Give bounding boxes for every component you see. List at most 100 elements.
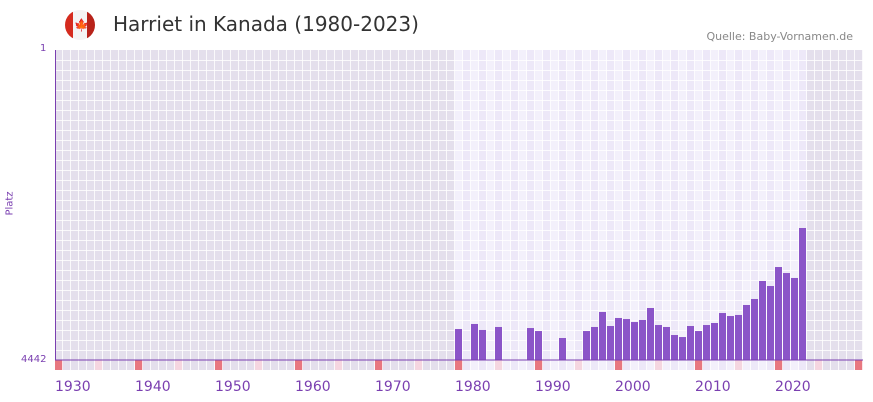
year-column-bg: [63, 50, 71, 360]
year-marker: [783, 360, 791, 370]
x-tick-label: 1990: [535, 379, 571, 395]
year-column-bg: [679, 50, 687, 360]
year-column-bg: [399, 50, 407, 360]
year-column-bg: [223, 50, 231, 360]
year-column-bg: [383, 50, 391, 360]
year-marker: [527, 360, 535, 370]
year-marker: [351, 360, 359, 370]
year-marker: [463, 360, 471, 370]
year-column-bg: [703, 50, 711, 360]
source-link[interactable]: Quelle: Baby-Vornamen.de: [706, 30, 853, 43]
bar-2015: [735, 314, 742, 360]
year-marker: [511, 360, 519, 370]
year-marker: [359, 360, 367, 370]
year-column-bg: [503, 50, 511, 360]
year-marker: [119, 360, 127, 370]
bar-1990: [535, 331, 542, 360]
year-column-bg: [735, 50, 743, 360]
year-column-bg: [151, 50, 159, 360]
year-column-bg: [335, 50, 343, 360]
bar-2011: [703, 325, 710, 360]
year-column-bg: [79, 50, 87, 360]
year-column-bg: [351, 50, 359, 360]
year-marker: [191, 360, 199, 370]
bar-1997: [591, 326, 598, 360]
year-column-bg: [327, 50, 335, 360]
year-column-bg: [127, 50, 135, 360]
year-column-bg: [255, 50, 263, 360]
year-column-bg: [199, 50, 207, 360]
year-marker: [663, 360, 671, 370]
year-column-bg: [247, 50, 255, 360]
year-column-bg: [719, 50, 727, 360]
year-marker: [479, 360, 487, 370]
year-column-bg: [599, 50, 607, 360]
year-marker: [327, 360, 335, 370]
year-marker: [519, 360, 527, 370]
year-column-bg: [415, 50, 423, 360]
year-column-bg: [791, 50, 799, 360]
x-tick-label: 1980: [455, 379, 491, 395]
year-marker: [63, 360, 71, 370]
year-column-bg: [567, 50, 575, 360]
year-column-bg: [527, 50, 535, 360]
bar-1980: [455, 329, 462, 360]
year-marker: [239, 360, 247, 370]
bar-2008: [679, 337, 686, 360]
year-marker: [399, 360, 407, 370]
year-column-bg: [207, 50, 215, 360]
bar-2018: [759, 280, 766, 360]
year-marker: [279, 360, 287, 370]
x-tick-label: 2020: [775, 379, 811, 395]
y-tick-label: 1: [40, 43, 47, 54]
year-marker: [647, 360, 655, 370]
year-marker: [127, 360, 135, 370]
year-column-bg: [767, 50, 775, 360]
year-column-bg: [615, 50, 623, 360]
bar-2002: [631, 322, 638, 360]
year-marker: [199, 360, 207, 370]
year-marker: [367, 360, 375, 370]
year-marker: [295, 360, 303, 370]
bar-1999: [607, 326, 614, 360]
year-marker: [303, 360, 311, 370]
year-column-bg: [847, 50, 855, 360]
year-marker: [431, 360, 439, 370]
bar-2019: [767, 286, 774, 360]
year-column-bg: [231, 50, 239, 360]
bar-1983: [479, 329, 486, 360]
year-column-bg: [647, 50, 655, 360]
x-tick-label: 2010: [695, 379, 731, 395]
year-column-bg: [183, 50, 191, 360]
year-column-bg: [479, 50, 487, 360]
year-marker: [671, 360, 679, 370]
bar-2020: [775, 267, 782, 360]
year-column-bg: [111, 50, 119, 360]
year-column-bg: [319, 50, 327, 360]
year-column-bg: [519, 50, 527, 360]
bar-2006: [663, 326, 670, 360]
x-tick-label: 1930: [55, 379, 91, 395]
bar-1996: [583, 331, 590, 360]
year-column-bg: [823, 50, 831, 360]
year-column-bg: [711, 50, 719, 360]
year-marker: [79, 360, 87, 370]
bar-2004: [647, 307, 654, 360]
year-column-bg: [463, 50, 471, 360]
year-marker: [823, 360, 831, 370]
year-marker: [583, 360, 591, 370]
year-marker: [471, 360, 479, 370]
year-marker: [535, 360, 543, 370]
x-tick-label: 1940: [135, 379, 171, 395]
year-marker: [423, 360, 431, 370]
year-column-bg: [303, 50, 311, 360]
year-marker: [727, 360, 735, 370]
year-marker: [271, 360, 279, 370]
year-column-bg: [743, 50, 751, 360]
year-column-bg: [87, 50, 95, 360]
year-column-bg: [167, 50, 175, 360]
year-column-bg: [623, 50, 631, 360]
year-marker: [847, 360, 855, 370]
year-marker: [151, 360, 159, 370]
year-column-bg: [639, 50, 647, 360]
